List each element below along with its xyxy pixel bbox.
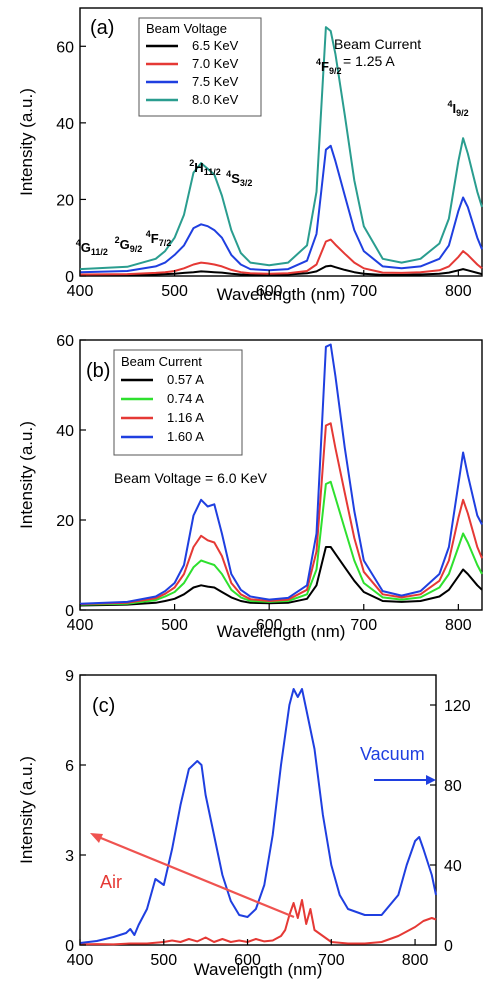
y-tick-label: 3 <box>65 848 74 865</box>
y-tick-label: 6 <box>65 758 74 775</box>
x-tick-label: 400 <box>67 283 94 300</box>
legend-entry: 0.57 A <box>167 372 204 387</box>
series-line-1-60-a <box>79 343 483 605</box>
y-tick-label: 60 <box>56 39 74 56</box>
series-line-0-57-a <box>79 546 483 607</box>
series-line-6-5-kev <box>79 264 483 277</box>
series-line-0-74-a <box>79 480 483 606</box>
y-tick-label: 0 <box>65 269 74 286</box>
panel-b-frame <box>79 339 483 611</box>
x-tick-label: 400 <box>67 617 94 634</box>
panel-c-label: (c) <box>92 695 115 717</box>
panel-b-annotation: Beam Voltage = 6.0 KeV <box>114 470 268 486</box>
legend-entry: 1.60 A <box>167 429 204 444</box>
series-line-7-0-kev <box>79 238 483 276</box>
panel-a-series <box>79 26 483 277</box>
y-tick-label: 20 <box>56 513 74 530</box>
panel-a: 400 500 600 700 800 0 20 40 60 (a) Wavelength (n… <box>17 7 483 304</box>
legend-entry: 7.5 KeV <box>192 74 239 89</box>
panel-a-annotation-line1: Beam Current <box>334 36 421 52</box>
air-arrowhead-icon <box>90 833 103 843</box>
legend-entry: 0.74 A <box>167 391 204 406</box>
x-tick-label: 600 <box>234 952 261 969</box>
y-tick-label: 9 <box>65 668 74 685</box>
series-line-1-16-a <box>79 422 483 606</box>
panel-a-legend-title: Beam Voltage <box>146 21 227 36</box>
y-tick-label: 0 <box>65 603 74 620</box>
y-tick-label: 40 <box>56 423 74 440</box>
panel-b: 400 500 600 700 800 0 20 40 60 (b) Wavelength (n… <box>17 333 483 641</box>
y-tick-label: 40 <box>56 116 74 133</box>
panel-a-legend: 6.5 KeV 7.0 KeV 7.5 KeV 8.0 KeV <box>146 38 239 107</box>
x-tick-label: 800 <box>445 283 472 300</box>
level-label: 4F7/2 <box>146 229 171 248</box>
series-line-vacuum <box>79 688 437 944</box>
panel-a-ylabel: Intensity (a.u.) <box>17 88 36 196</box>
panel-b-legend-title: Beam Current <box>121 354 202 369</box>
air-arrow <box>95 834 295 919</box>
x-tick-label: 400 <box>67 952 94 969</box>
x-tick-label: 500 <box>161 617 188 634</box>
level-label: 4G11/2 <box>76 238 108 257</box>
x-tick-label: 700 <box>350 283 377 300</box>
x-tick-label: 800 <box>445 617 472 634</box>
legend-entry: 6.5 KeV <box>192 38 239 53</box>
panel-c-frame <box>79 674 437 946</box>
y-tick-label: 20 <box>56 192 74 209</box>
y2-tick-label: 0 <box>444 938 453 955</box>
panel-a-ticks: 400 500 600 700 800 0 20 40 60 <box>56 39 472 300</box>
panel-c: 400 500 600 700 800 0 3 6 9 0 40 80 120 (c) Waveleng… <box>17 668 471 979</box>
level-label: 4S3/2 <box>226 169 252 188</box>
panel-a-label: (a) <box>90 17 114 39</box>
legend-entry: 8.0 KeV <box>192 92 239 107</box>
x-tick-label: 700 <box>318 952 345 969</box>
series-line-8-0-kev <box>79 26 483 271</box>
x-tick-label: 800 <box>402 952 429 969</box>
panel-a-frame <box>79 7 483 277</box>
panel-b-xlabel: Wavelength (nm) <box>217 622 346 641</box>
panel-b-label: (b) <box>86 360 110 382</box>
panel-b-legend: 0.57 A 0.74 A 1.16 A 1.60 A <box>121 372 204 444</box>
panel-c-ylabel: Intensity (a.u.) <box>17 756 36 864</box>
air-label: Air <box>100 872 122 892</box>
y2-tick-label: 80 <box>444 778 462 795</box>
panel-b-ticks: 400 500 600 700 800 0 20 40 60 <box>56 333 472 634</box>
panel-a-annotation-line2: = 1.25 A <box>343 53 395 69</box>
x-tick-label: 600 <box>256 283 283 300</box>
y2-tick-label: 40 <box>444 858 462 875</box>
panel-c-xlabel: Wavelength (nm) <box>194 960 323 979</box>
panel-c-ticks: 400 500 600 700 800 0 3 6 9 0 40 80 120 <box>65 668 471 969</box>
level-label: 4I9/2 <box>448 99 469 118</box>
legend-entry: 7.0 KeV <box>192 56 239 71</box>
panel-b-series <box>79 343 483 607</box>
legend-entry: 1.16 A <box>167 410 204 425</box>
panel-c-series <box>79 688 437 946</box>
x-tick-label: 500 <box>161 283 188 300</box>
vacuum-arrowhead-icon <box>426 775 436 785</box>
y-tick-label: 60 <box>56 333 74 350</box>
x-tick-label: 500 <box>150 952 177 969</box>
x-tick-label: 600 <box>256 617 283 634</box>
series-line-7-5-kev <box>79 144 483 274</box>
series-line-air <box>79 899 437 946</box>
vacuum-label: Vacuum <box>360 744 425 764</box>
panel-b-ylabel: Intensity (a.u.) <box>17 421 36 529</box>
y-tick-label: 0 <box>65 938 74 955</box>
x-tick-label: 700 <box>350 617 377 634</box>
panel-a-xlabel: Wavelength (nm) <box>217 285 346 304</box>
level-label: 4F9/2 <box>316 57 341 76</box>
y2-tick-label: 120 <box>444 698 471 715</box>
level-label: 2H11/2 <box>189 158 220 177</box>
level-label: 2G9/2 <box>115 235 143 254</box>
